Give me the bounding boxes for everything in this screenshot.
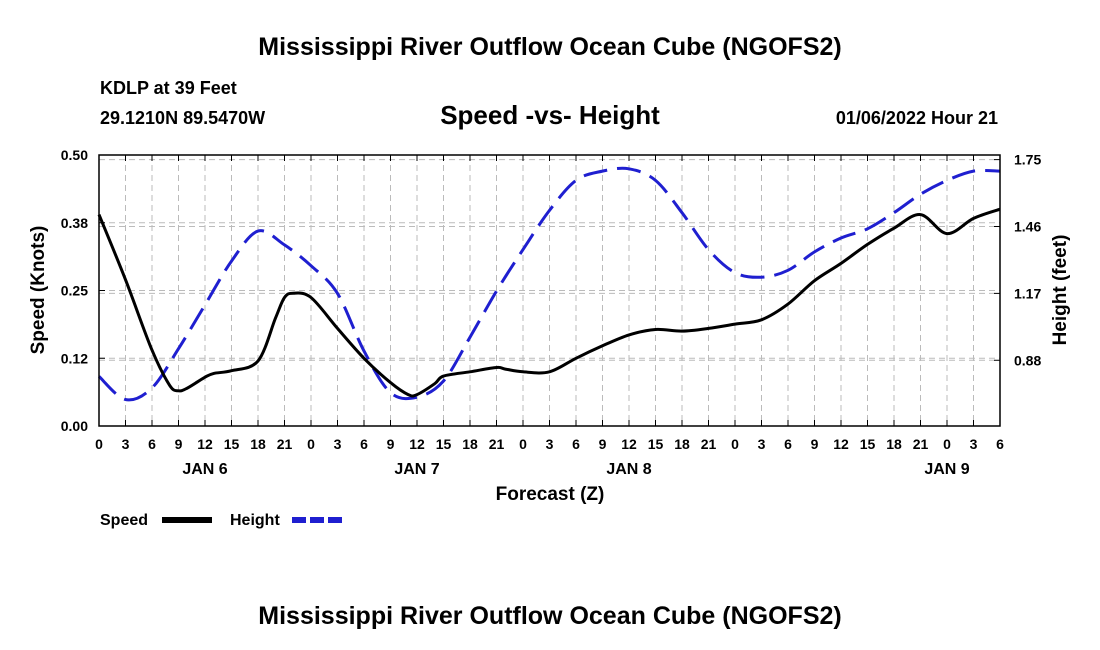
x-tick-label: 6 (148, 436, 156, 452)
x-tick-label: 9 (387, 436, 395, 452)
x-tick-label: 21 (701, 436, 717, 452)
x-tick-label: 3 (546, 436, 554, 452)
x-tick-label: 0 (943, 436, 951, 452)
x-tick-label: 3 (122, 436, 130, 452)
x-tick-label: 15 (648, 436, 664, 452)
y-axis-label: Speed (Knots) (28, 226, 49, 355)
forecast-timestamp: 01/06/2022 Hour 21 (836, 108, 998, 128)
x-tick-label: 6 (784, 436, 792, 452)
y-tick-label: 0.12 (61, 350, 88, 366)
x-tick-label: 12 (621, 436, 637, 452)
x-tick-label: 3 (758, 436, 766, 452)
x-tick-label: 12 (409, 436, 425, 452)
x-tick-label: 9 (599, 436, 607, 452)
x-tick-label: 0 (95, 436, 103, 452)
x-tick-label: 21 (489, 436, 505, 452)
x-tick-label: 0 (519, 436, 527, 452)
x-tick-label: 15 (436, 436, 452, 452)
date-label: JAN 7 (394, 461, 439, 478)
x-tick-label: 9 (175, 436, 183, 452)
legend: Speed Height (100, 512, 342, 529)
page-title: Mississippi River Outflow Ocean Cube (NG… (258, 33, 841, 61)
y-tick-label: 0.25 (61, 283, 88, 299)
x-tick-label: 6 (572, 436, 580, 452)
x-tick-label: 0 (307, 436, 315, 452)
y-tick-label: 0.50 (61, 147, 88, 163)
x-tick-label: 12 (197, 436, 213, 452)
legend-label-speed: Speed (100, 512, 148, 529)
series-lines (97, 166, 1001, 402)
x-tick-label: 18 (674, 436, 690, 452)
x-tick-label: 18 (462, 436, 478, 452)
x-tick-label: 18 (250, 436, 266, 452)
y2-tick-label: 0.88 (1014, 352, 1041, 368)
x-tick-label: 6 (996, 436, 1004, 452)
x-axis-label: Forecast (Z) (496, 484, 605, 505)
legend-label-height: Height (230, 512, 280, 529)
y-tick-label: 0.00 (61, 418, 88, 434)
x-tick-label: 18 (886, 436, 902, 452)
chart-title: Speed -vs- Height (440, 100, 660, 130)
x-tick-label: 6 (360, 436, 368, 452)
y2-tick-label: 1.46 (1014, 218, 1041, 234)
date-label: JAN 6 (182, 461, 227, 478)
station-name: KDLP at 39 Feet (100, 78, 237, 98)
x-tick-label: 0 (731, 436, 739, 452)
x-tick-label: 12 (833, 436, 849, 452)
x-tick-label: 9 (811, 436, 819, 452)
x-tick-label: 21 (277, 436, 293, 452)
y-tick-label: 0.38 (61, 215, 88, 231)
y2-tick-label: 1.17 (1014, 285, 1041, 301)
date-label: JAN 9 (924, 461, 969, 478)
station-coords: 29.1210N 89.5470W (100, 108, 265, 128)
x-tick-label: 21 (913, 436, 929, 452)
footer-title: Mississippi River Outflow Ocean Cube (NG… (258, 602, 841, 630)
y2-axis-label: Height (feet) (1050, 235, 1071, 346)
grid (99, 154, 1000, 426)
series-speed-line (97, 207, 1001, 398)
x-tick-label: 15 (224, 436, 240, 452)
x-tick-label: 15 (860, 436, 876, 452)
x-tick-label: 3 (970, 436, 978, 452)
x-tick-label: 3 (334, 436, 342, 452)
axes: 0 3 6 9 12 15 18 21 0 3 6 9 12 15 18 21 0 3 6 9 12 15 18 21 0 3 6 9… (61, 147, 1042, 478)
series-height-line (97, 166, 1001, 402)
y2-tick-label: 1.75 (1014, 152, 1041, 168)
date-label: JAN 8 (606, 461, 651, 478)
